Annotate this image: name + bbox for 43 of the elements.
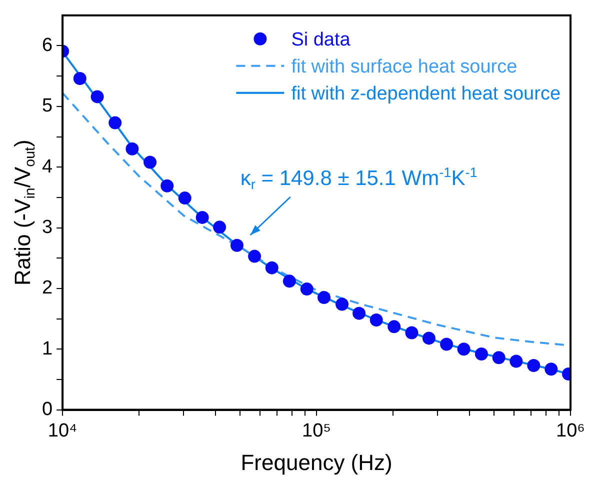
legend-label: Si data: [291, 30, 351, 51]
point: [160, 179, 174, 192]
point: [370, 314, 383, 326]
legend-label: fit with surface heat source: [291, 56, 518, 78]
x-tick-label: 10⁴: [48, 420, 78, 442]
point: [230, 238, 244, 252]
y-tick-label: 1: [42, 338, 53, 360]
point: [300, 282, 314, 296]
point: [474, 347, 488, 360]
x-tick-label: 10⁵: [302, 420, 332, 442]
point: [527, 359, 540, 372]
y-tick-label: 4: [42, 156, 53, 178]
x-tick-label: 10⁶: [556, 420, 586, 442]
x-axis-title: Frequency (Hz): [240, 450, 392, 475]
point: [178, 192, 192, 205]
point: [544, 362, 558, 376]
point: [282, 274, 296, 288]
y-tick-label: 6: [42, 34, 53, 56]
point: [457, 342, 470, 356]
y-tick-label: 3: [42, 217, 53, 238]
point: [126, 142, 139, 156]
point: [318, 291, 331, 304]
legend-label: fit with z-dependent heat source: [291, 84, 561, 105]
point: [510, 354, 523, 368]
y-tick-label: 2: [42, 278, 53, 299]
point: [440, 338, 454, 351]
point: [388, 320, 401, 334]
point: [248, 250, 262, 263]
point: [336, 298, 349, 311]
point: [213, 220, 226, 234]
point: [422, 332, 436, 345]
point: [492, 351, 506, 364]
y-tick-label: 5: [42, 96, 53, 117]
point: [144, 156, 157, 169]
y-tick-label: 0: [42, 399, 53, 420]
point: [196, 210, 209, 224]
point: [90, 90, 104, 104]
y-axis-title: Ratio (-Vin/Vout): [10, 140, 38, 286]
point: [108, 116, 122, 130]
point: [265, 261, 278, 274]
point: [405, 326, 418, 340]
point: [352, 306, 366, 320]
point: [73, 72, 86, 86]
